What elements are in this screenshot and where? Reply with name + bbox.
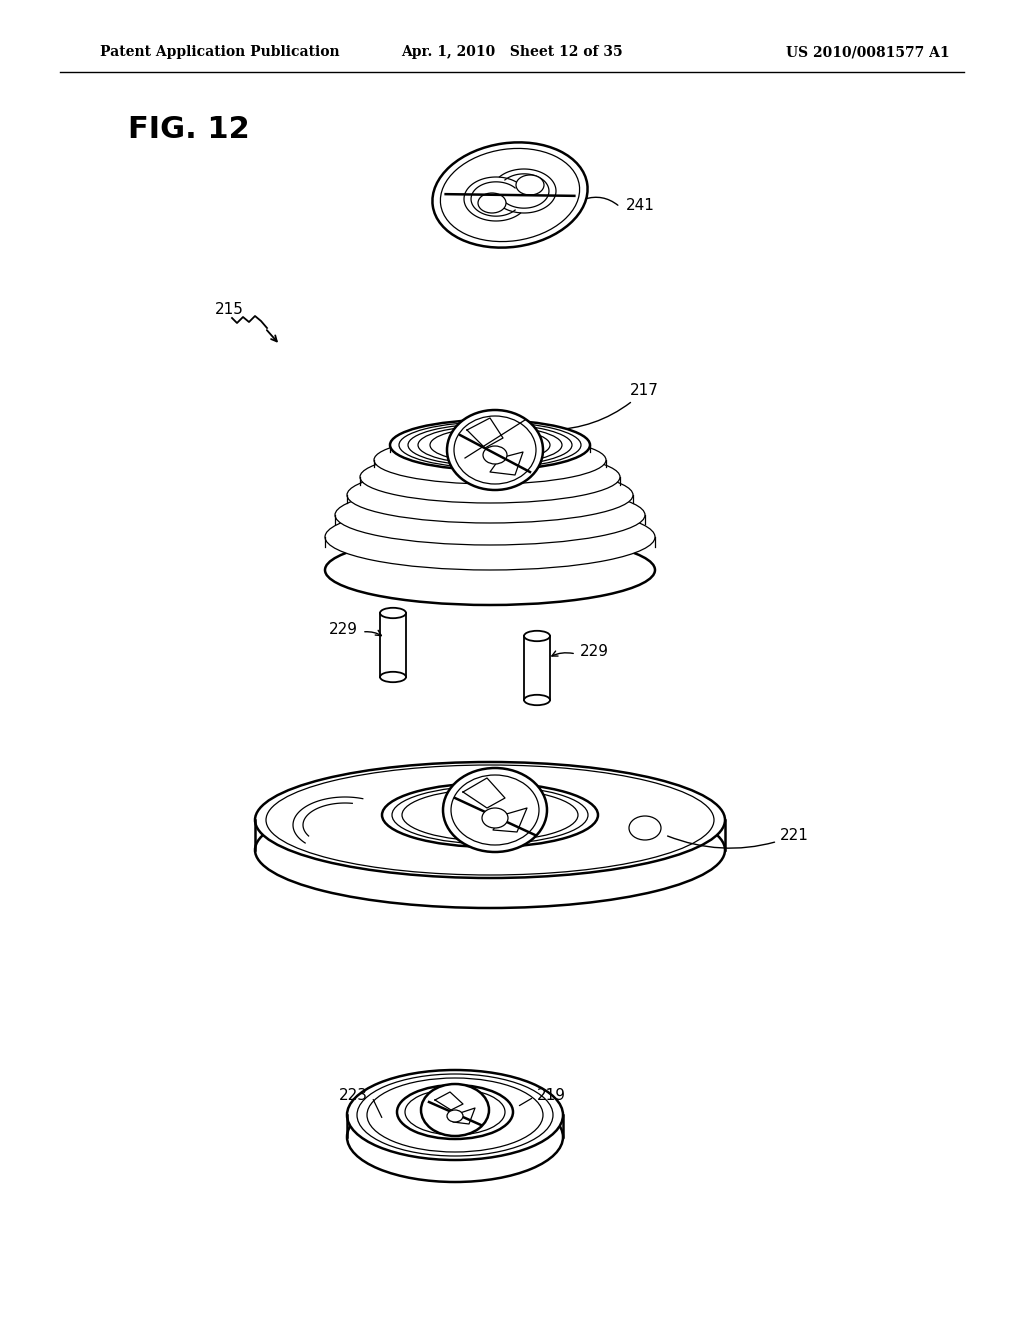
Text: 217: 217 (551, 383, 658, 430)
Ellipse shape (440, 148, 580, 242)
Text: 223: 223 (339, 1088, 368, 1102)
Text: 241: 241 (626, 198, 655, 213)
Ellipse shape (382, 783, 598, 847)
Ellipse shape (478, 193, 506, 213)
Ellipse shape (408, 424, 572, 466)
Ellipse shape (524, 694, 550, 705)
Text: 221: 221 (668, 828, 809, 849)
Ellipse shape (397, 1085, 513, 1139)
Ellipse shape (335, 484, 645, 545)
Ellipse shape (347, 1071, 563, 1160)
Ellipse shape (402, 789, 578, 841)
Ellipse shape (266, 766, 714, 875)
Ellipse shape (447, 1110, 463, 1122)
Ellipse shape (357, 1074, 553, 1156)
Ellipse shape (629, 816, 662, 840)
Text: 229: 229 (580, 644, 609, 660)
Ellipse shape (483, 446, 507, 465)
Ellipse shape (447, 411, 543, 490)
Text: 215: 215 (215, 302, 244, 318)
Ellipse shape (367, 1078, 543, 1152)
Ellipse shape (454, 416, 536, 484)
Ellipse shape (347, 467, 633, 523)
Ellipse shape (360, 451, 620, 503)
Ellipse shape (421, 1084, 489, 1137)
Ellipse shape (347, 1092, 563, 1181)
Ellipse shape (418, 426, 562, 465)
Ellipse shape (516, 176, 544, 195)
Ellipse shape (380, 607, 406, 618)
Ellipse shape (380, 672, 406, 682)
Ellipse shape (406, 1089, 505, 1135)
Ellipse shape (390, 420, 590, 470)
Ellipse shape (392, 785, 588, 843)
Text: 219: 219 (537, 1088, 566, 1102)
Ellipse shape (443, 768, 547, 851)
Ellipse shape (432, 143, 588, 248)
Ellipse shape (374, 436, 606, 484)
Text: FIG. 12: FIG. 12 (128, 115, 250, 144)
Ellipse shape (325, 504, 655, 570)
Ellipse shape (430, 428, 550, 462)
Text: 229: 229 (329, 623, 358, 638)
Text: US 2010/0081577 A1: US 2010/0081577 A1 (786, 45, 950, 59)
Text: Apr. 1, 2010   Sheet 12 of 35: Apr. 1, 2010 Sheet 12 of 35 (401, 45, 623, 59)
Ellipse shape (255, 762, 725, 878)
Ellipse shape (399, 422, 581, 469)
Ellipse shape (524, 631, 550, 642)
Ellipse shape (451, 775, 539, 845)
Ellipse shape (325, 535, 655, 605)
Ellipse shape (255, 792, 725, 908)
Ellipse shape (390, 422, 590, 467)
Text: Patent Application Publication: Patent Application Publication (100, 45, 340, 59)
Ellipse shape (482, 808, 508, 828)
